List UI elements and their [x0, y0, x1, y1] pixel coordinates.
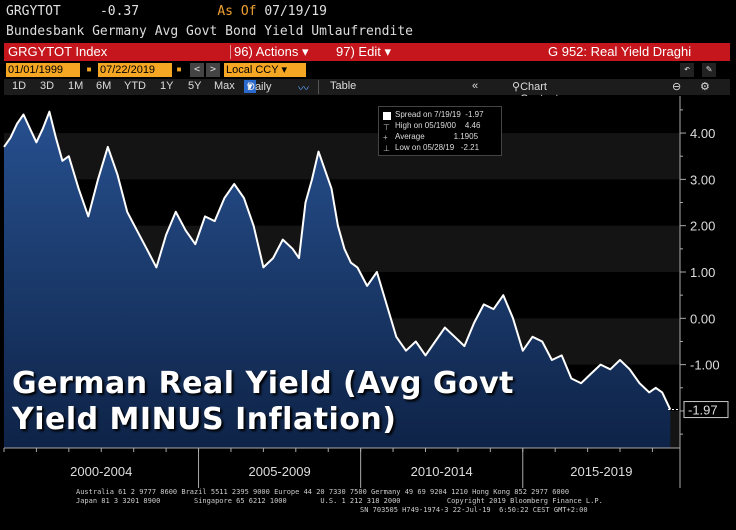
currency-label: Local CCY	[226, 64, 279, 76]
security-header: GRGYTOT -0.37 As Of 07/19/19	[6, 4, 327, 19]
high-marker-icon: ⊤	[383, 123, 390, 132]
edit-menu-button[interactable]: 97) Edit ▾	[336, 44, 391, 60]
chevron-down-icon: ▾	[301, 44, 309, 59]
start-date-field[interactable]: 01/01/1999	[6, 63, 80, 77]
legend-entry-spread: Spread on 7/19/19 -1.97	[395, 110, 484, 119]
toolbar-separator	[230, 45, 231, 59]
footer-contacts: Australia 61 2 9777 8600 Brazil 5511 239…	[76, 488, 570, 496]
x-period-label: 2000-2004	[70, 464, 132, 479]
y-tick-label: 2.00	[690, 219, 715, 234]
table-button[interactable]: Table	[330, 80, 357, 92]
edit-label: Edit	[358, 44, 381, 59]
chevron-down-icon: ▾	[384, 44, 391, 59]
period-1m[interactable]: 1M	[68, 80, 84, 92]
index-label[interactable]: GRGYTOT Index	[8, 44, 108, 59]
legend-swatch	[383, 112, 391, 120]
current-value: -0.37	[99, 4, 140, 19]
period-1d[interactable]: 1D	[12, 80, 27, 92]
y-tick-label: 1.00	[690, 265, 715, 280]
series-line	[3, 110, 672, 411]
gear-icon[interactable]: ⚙	[700, 81, 710, 93]
period-toolbar: 1D 3D 1M 6M YTD 1Y 5Y Max Daily ▾ 〰 Tabl…	[4, 79, 730, 105]
last-value-box	[683, 401, 729, 419]
period-ytd[interactable]: YTD	[124, 80, 146, 92]
average-marker-icon: +	[383, 133, 388, 142]
edit-code: 97)	[336, 44, 355, 59]
period-5y[interactable]: 5Y	[188, 80, 202, 92]
actions-label: Actions	[255, 44, 299, 59]
frequency-select[interactable]: Daily ▾	[244, 80, 271, 93]
as-of-label: As Of	[217, 4, 257, 19]
annotation-line1: German Real Yield (Avg Govt	[12, 366, 515, 401]
period-3d[interactable]: 3D	[40, 80, 55, 92]
frequency-label: Daily	[247, 81, 272, 93]
y-tick-label: 4.00	[690, 126, 715, 141]
ticker[interactable]: GRGYTOT	[6, 4, 61, 19]
period-max[interactable]: Max	[214, 80, 235, 92]
y-tick-label: -1.00	[690, 358, 720, 373]
footer-session: SN 703505 H749-1974-3 22-Jul-19 6:50:22 …	[360, 506, 588, 514]
x-period-label: 2005-2009	[249, 464, 311, 479]
collapse-icon[interactable]: «	[472, 80, 479, 92]
series-area	[4, 111, 671, 448]
chart-content-button[interactable]: ⚲ Chart Content	[512, 80, 559, 105]
as-of-date: 07/19/19	[264, 4, 327, 19]
y-tick-label: 0.00	[690, 311, 715, 326]
actions-code: 96)	[234, 44, 253, 59]
undo-icon[interactable]: ↶	[680, 63, 694, 77]
toolbar-separator	[318, 80, 319, 94]
zoom-out-icon[interactable]: ⊖	[672, 81, 682, 93]
chart-type-icon[interactable]: 〰	[298, 83, 309, 95]
calendar-icon[interactable]: ▪	[82, 63, 96, 77]
chevron-right-icon[interactable]: >	[206, 63, 220, 77]
x-period-label: 2015-2019	[570, 464, 632, 479]
date-range-bar: 01/01/1999 ▪ 07/22/2019 ▪ < > Local CCY …	[4, 62, 730, 78]
end-date-field[interactable]: 07/22/2019	[98, 63, 174, 77]
actions-menu-button[interactable]: 96) Actions ▾	[234, 44, 309, 60]
legend-entry-high: High on 05/19/00 4.46	[395, 121, 481, 130]
chart-legend: Spread on 7/19/19 -1.97 ⊤ High on 05/19/…	[378, 106, 502, 156]
annotation-line2: Yield MINUS Inflation)	[12, 402, 397, 437]
legend-entry-average: Average 1.1905	[395, 132, 479, 141]
x-period-label: 2010-2014	[411, 464, 473, 479]
real-yield-chart: 4.00 3.00 2.00 1.00 0.00 -1.00 -1.97 2000-2004 2…	[3, 96, 729, 488]
legend-entry-low: Low on 05/28/19 -2.21	[395, 143, 480, 152]
function-title: G 952: Real Yield Draghi	[548, 44, 692, 59]
footer-copyright: Japan 81 3 3201 8900 Singapore 65 6212 1…	[76, 497, 603, 505]
last-value-label: -1.97	[688, 403, 718, 418]
chevron-left-icon[interactable]: <	[190, 63, 204, 77]
settings-icon[interactable]: ✎	[702, 63, 716, 77]
security-description: Bundesbank Germany Avg Govt Bond Yield U…	[6, 24, 413, 39]
calendar-icon[interactable]: ▪	[172, 63, 186, 77]
low-marker-icon: ⊥	[383, 144, 390, 153]
period-1y[interactable]: 1Y	[160, 80, 174, 92]
period-6m[interactable]: 6M	[96, 80, 112, 92]
function-toolbar: GRGYTOT Index 96) Actions ▾ 97) Edit ▾ G…	[4, 43, 730, 61]
y-tick-label: 3.00	[690, 172, 715, 187]
currency-select[interactable]: Local CCY ▾	[224, 63, 306, 77]
